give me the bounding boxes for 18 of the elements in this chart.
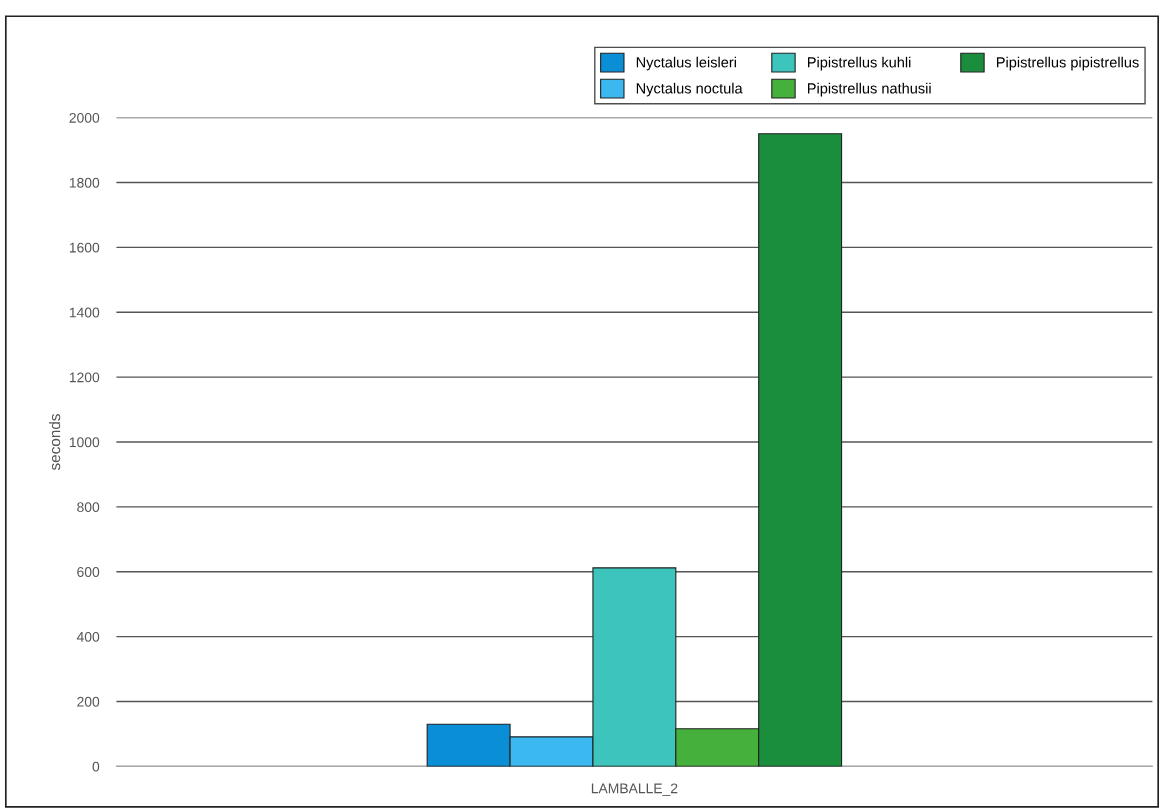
x-tick-label: LAMBALLE_2	[591, 783, 678, 796]
y-tick-label: 400	[76, 631, 100, 642]
y-axis-title: seconds	[49, 414, 61, 471]
y-tick-label: 200	[77, 696, 100, 707]
legend-label: Nyctalus noctula	[636, 82, 743, 97]
y-tick-label: 0	[92, 761, 100, 772]
legend-label: Pipistrellus nathusii	[807, 82, 931, 97]
y-tick-label: 1800	[69, 177, 100, 188]
y-tick-label: 2000	[69, 112, 100, 123]
y-tick-label: 1000	[69, 437, 100, 448]
legend-label: Pipistrellus pipistrellus	[996, 56, 1139, 71]
legend-label: Pipistrellus kuhli	[807, 56, 911, 71]
y-tick-label: 600	[77, 567, 100, 577]
legend-label: Nyctalus leisleri	[636, 56, 736, 71]
y-tick-label: 1200	[69, 372, 100, 383]
y-tick-label: 1600	[69, 242, 100, 253]
y-tick-label: 800	[77, 502, 100, 513]
y-tick-label: 1400	[69, 307, 100, 318]
